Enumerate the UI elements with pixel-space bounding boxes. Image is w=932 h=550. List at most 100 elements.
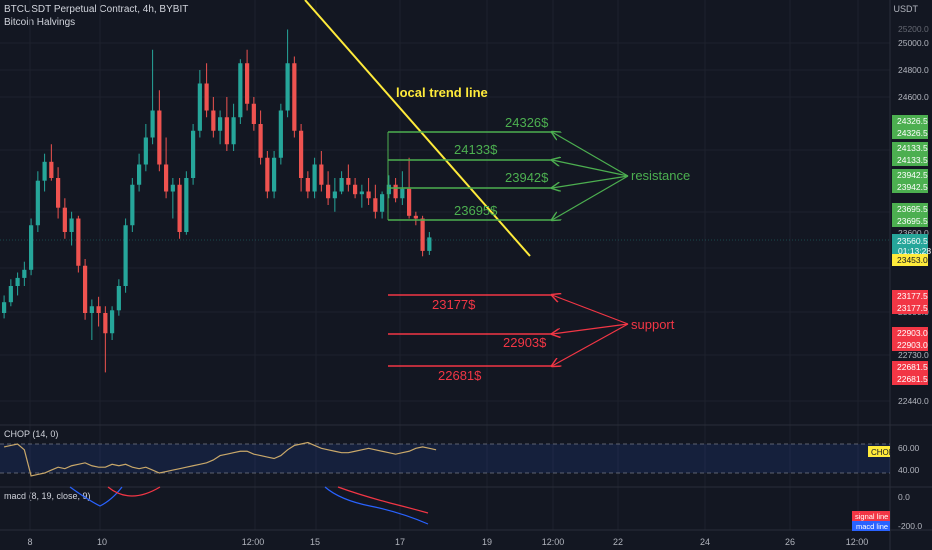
candle-body [427, 237, 432, 251]
candle-body [393, 184, 398, 199]
price-badge [892, 361, 928, 373]
chop-line [3, 441, 437, 477]
support-label: support [631, 317, 675, 332]
candle-body [8, 286, 13, 303]
candle-body [197, 83, 202, 131]
time-axis[interactable]: 8 10 12:00 15 17 19 12:00 22 24 26 12:00 [27, 537, 868, 547]
candle-body [231, 117, 236, 145]
candle-body [15, 277, 20, 286]
currency-label: USDT [893, 4, 919, 14]
resistance-level-label: 23942$ [505, 170, 549, 185]
candle-body [49, 161, 54, 178]
macd-line-badge [852, 521, 890, 531]
support-level-label: 22681$ [438, 368, 482, 383]
price-badge [892, 327, 928, 339]
current-price-label: 23560.5 [897, 236, 928, 246]
candle-body [420, 218, 425, 251]
time-tick-label: 12:00 [242, 537, 265, 547]
price-tick-label: 24600.0 [898, 92, 929, 102]
trend-line [304, 0, 531, 257]
candle-body [2, 302, 7, 313]
price-tick-label: 24800.0 [898, 65, 929, 75]
candle-body [326, 184, 331, 199]
candle-body [150, 110, 155, 138]
chop-indicator-label[interactable]: CHOP (14, 0) [4, 429, 59, 439]
chop-pane: 60.00 40.00 CHOP [0, 441, 920, 477]
halvings-indicator-label[interactable]: Bitcoin Halvings [4, 17, 76, 28]
candle-body [386, 184, 391, 195]
macd-line-label: macd line [856, 522, 888, 531]
price-badge-label: 24326.5 [897, 116, 928, 126]
price-badge-label: 22903.0 [897, 328, 928, 338]
candle-body [177, 184, 182, 232]
price-badge-label: 23942.5 [897, 170, 928, 180]
time-tick-label: 15 [310, 537, 320, 547]
candle-body [407, 188, 412, 216]
resistance-arrow [552, 132, 629, 177]
price-badge-label: 22681.5 [897, 374, 928, 384]
time-tick-label: 22 [613, 537, 623, 547]
resistance-arrow [552, 175, 629, 188]
chop-badge [868, 446, 890, 457]
chop-tick-label: 40.00 [898, 465, 920, 475]
candle-body [238, 63, 243, 118]
time-tick-label: 8 [27, 537, 32, 547]
candle-body [332, 191, 337, 199]
price-badge [892, 373, 928, 385]
signal-line [337, 486, 429, 514]
candle-body [83, 265, 88, 313]
candle-body [103, 313, 108, 334]
price-badge [892, 169, 928, 181]
candle-body [258, 124, 263, 158]
support-level-label: 23177$ [432, 297, 476, 312]
price-badge-label: 23177.5 [897, 303, 928, 313]
time-tick-label: 17 [395, 537, 405, 547]
macd-line [324, 486, 429, 525]
candle-body [42, 161, 47, 181]
signal-line-badge [852, 511, 890, 521]
candle-body [272, 157, 277, 192]
candle-body [69, 218, 74, 232]
candle-body [380, 194, 385, 212]
candle-body [292, 63, 297, 131]
price-badge [892, 339, 928, 351]
support-arrow [552, 323, 629, 334]
candle-body [89, 306, 94, 313]
candle-body [278, 110, 283, 158]
time-tick-label: 12:00 [542, 537, 565, 547]
candle-body [312, 164, 317, 192]
support-arrow [552, 295, 629, 325]
candle-body [137, 164, 142, 185]
macd-tick-label: 0.0 [898, 492, 910, 502]
support-level-label: 22903$ [503, 335, 547, 350]
candle-body [305, 178, 310, 192]
candle-body [76, 218, 81, 266]
resistance-level-label: 24326$ [505, 115, 549, 130]
price-badge [892, 127, 928, 139]
macd-indicator-label[interactable]: macd (8, 19, close, 9) [4, 491, 91, 501]
chart-title: BTCUSDT Perpetual Contract, 4h, BYBIT [4, 4, 189, 15]
price-badge [892, 181, 928, 193]
yellow-price-badge [892, 254, 928, 266]
price-badge-label: 23695.5 [897, 204, 928, 214]
time-tick-label: 10 [97, 537, 107, 547]
trend-line-label: local trend line [396, 85, 488, 100]
candle-body [218, 117, 223, 131]
candle-body [265, 157, 270, 192]
candle-body [96, 306, 101, 313]
price-axis[interactable]: 25200.025000.024800.024600.023600.023000… [892, 24, 931, 406]
signal-line [107, 486, 161, 497]
candle-body [319, 164, 324, 185]
resistance-level-label: 24133$ [454, 142, 498, 157]
chop-band [0, 444, 890, 473]
candle-body [116, 286, 121, 311]
candle-body [110, 310, 115, 334]
candle-body [251, 103, 256, 124]
candle-body [123, 225, 128, 286]
price-tick-label: 22730.0 [898, 350, 929, 360]
candle-body [346, 178, 351, 185]
yellow-price-label: 23453.0 [897, 255, 928, 265]
candle-body [56, 178, 61, 208]
